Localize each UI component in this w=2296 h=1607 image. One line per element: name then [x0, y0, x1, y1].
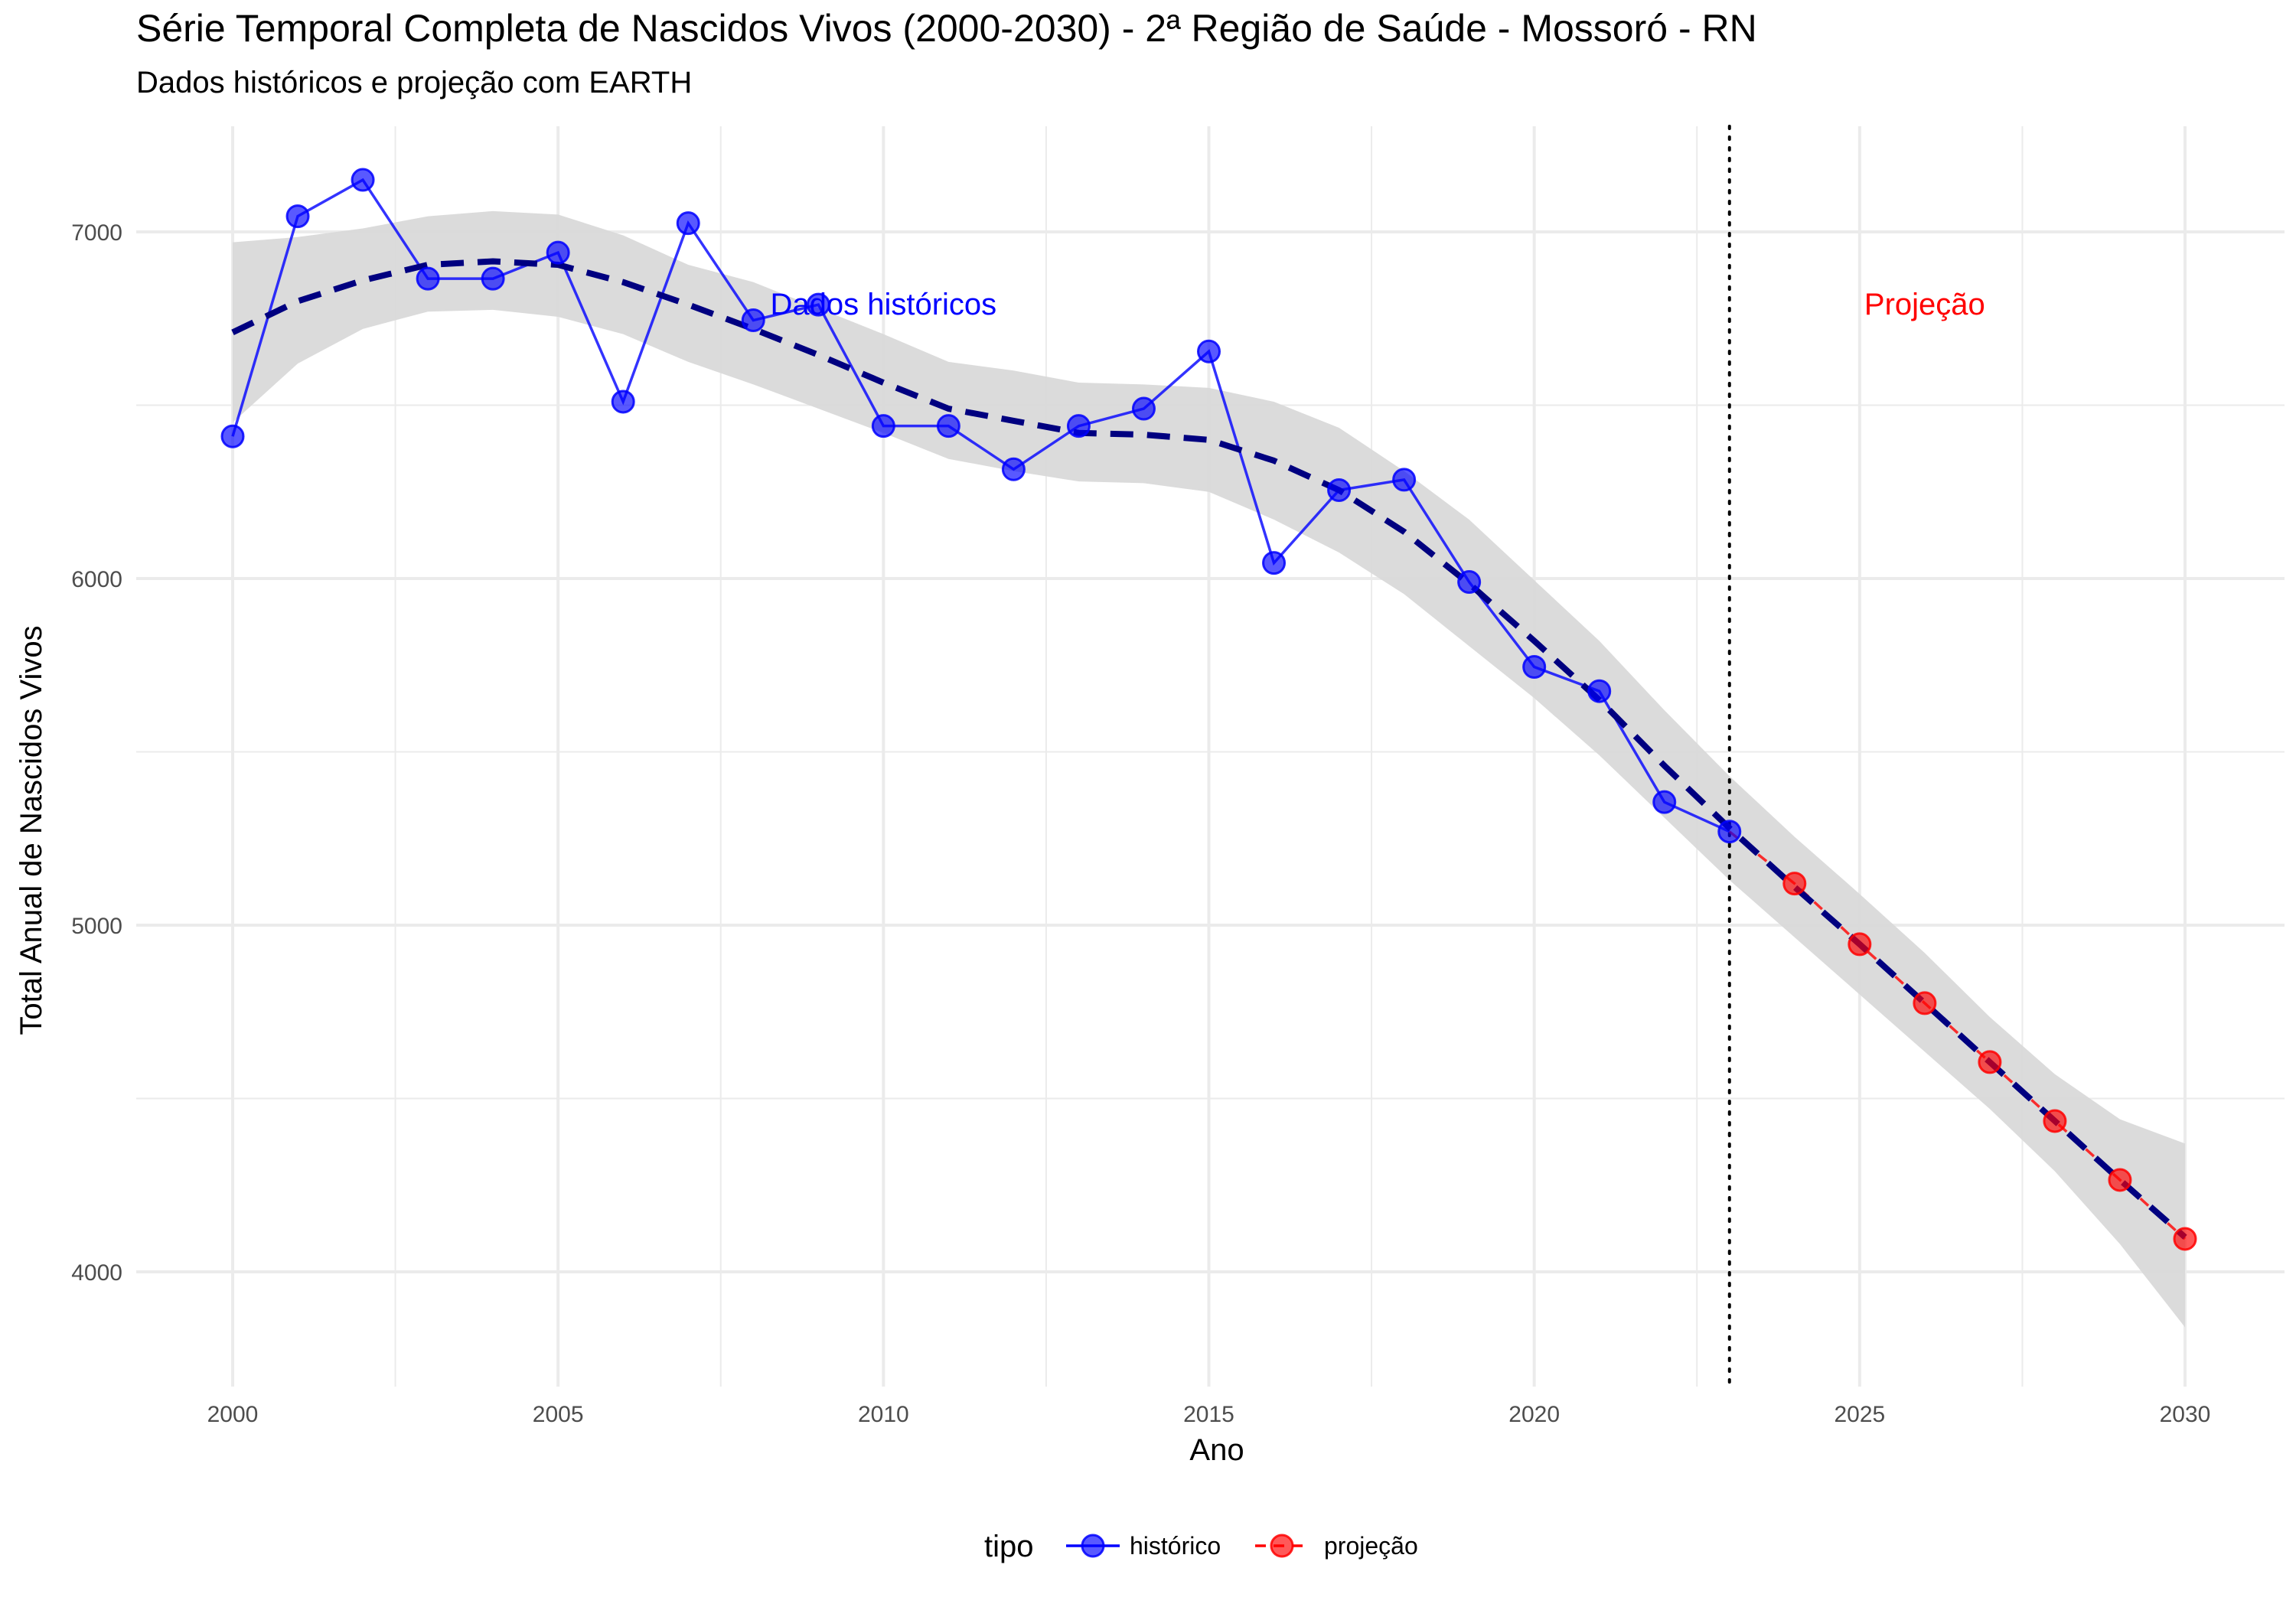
data-point-historico	[220, 424, 245, 448]
x-tick-label: 2015	[1183, 1402, 1234, 1427]
data-point-projecao	[2173, 1227, 2197, 1251]
x-tick-label: 2025	[1834, 1402, 1885, 1427]
data-point-historico	[1522, 655, 1547, 680]
data-point-historico	[1652, 790, 1677, 814]
data-point-projecao	[1848, 932, 1872, 957]
legend-projecao-label: projeção	[1324, 1532, 1418, 1560]
data-point-historico	[611, 390, 635, 414]
y-tick-label: 5000	[71, 914, 122, 939]
data-point-historico	[741, 308, 765, 333]
data-point-historico	[1001, 457, 1026, 481]
legend-historico-key-point	[1081, 1534, 1105, 1558]
data-point-projecao	[2043, 1109, 2067, 1133]
annotation-dados-historicos: Dados históricos	[770, 288, 996, 321]
x-tick-label: 2005	[533, 1402, 584, 1427]
data-point-projecao	[1913, 991, 1937, 1015]
data-point-projecao	[2108, 1168, 2132, 1192]
data-point-historico	[936, 414, 960, 438]
data-point-historico	[1197, 339, 1221, 363]
confidence-band	[233, 210, 2185, 1328]
data-point-historico	[1262, 551, 1287, 575]
legend: tipo histórico projeção	[984, 1530, 1418, 1563]
x-tick-label: 2000	[207, 1402, 259, 1427]
legend-historico-label: histórico	[1130, 1532, 1221, 1560]
data-point-historico	[676, 211, 700, 236]
data-point-historico	[546, 240, 570, 265]
data-point-historico	[285, 204, 310, 229]
x-axis-ticks: 2000 2005 2010 2015 2020 2025 2030	[207, 1402, 2211, 1427]
chart-subtitle: Dados históricos e projeção com EARTH	[136, 66, 693, 99]
confidence-band-area	[233, 210, 2185, 1328]
data-point-historico	[1327, 478, 1352, 502]
y-tick-label: 7000	[71, 220, 122, 246]
x-tick-label: 2010	[858, 1402, 909, 1427]
data-point-historico	[1717, 820, 1742, 844]
data-point-historico	[1587, 679, 1612, 703]
y-axis-ticks: 4000 5000 6000 7000	[71, 220, 122, 1286]
data-point-historico	[1457, 570, 1482, 595]
y-tick-label: 4000	[71, 1260, 122, 1286]
data-point-historico	[1392, 468, 1417, 492]
series-points	[220, 168, 2197, 1251]
data-point-historico	[806, 292, 830, 317]
data-point-historico	[871, 414, 895, 438]
data-point-historico	[1066, 414, 1091, 438]
data-point-historico	[481, 266, 505, 291]
series-line-historico	[231, 178, 1730, 833]
chart-title: Série Temporal Completa de Nascidos Vivo…	[136, 7, 1757, 50]
data-point-historico	[351, 168, 375, 192]
annotations: Dados históricos Projeção	[770, 288, 1985, 321]
data-point-historico	[416, 266, 440, 291]
x-axis-title: Ano	[1189, 1433, 1244, 1467]
data-point-projecao	[1782, 872, 1807, 896]
y-tick-label: 6000	[71, 567, 122, 592]
data-point-projecao	[1978, 1050, 2002, 1074]
annotation-projecao: Projeção	[1864, 288, 1985, 321]
data-point-historico	[1131, 396, 1156, 421]
x-tick-label: 2020	[1508, 1402, 1560, 1427]
y-axis-title: Total Anual de Nascidos Vivos	[15, 625, 48, 1035]
legend-projecao-key-point	[1270, 1534, 1294, 1558]
legend-title: tipo	[984, 1530, 1034, 1563]
x-tick-label: 2030	[2160, 1402, 2211, 1427]
